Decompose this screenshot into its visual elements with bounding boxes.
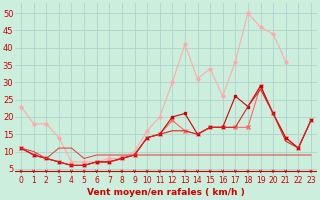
X-axis label: Vent moyen/en rafales ( km/h ): Vent moyen/en rafales ( km/h ) <box>87 188 245 197</box>
